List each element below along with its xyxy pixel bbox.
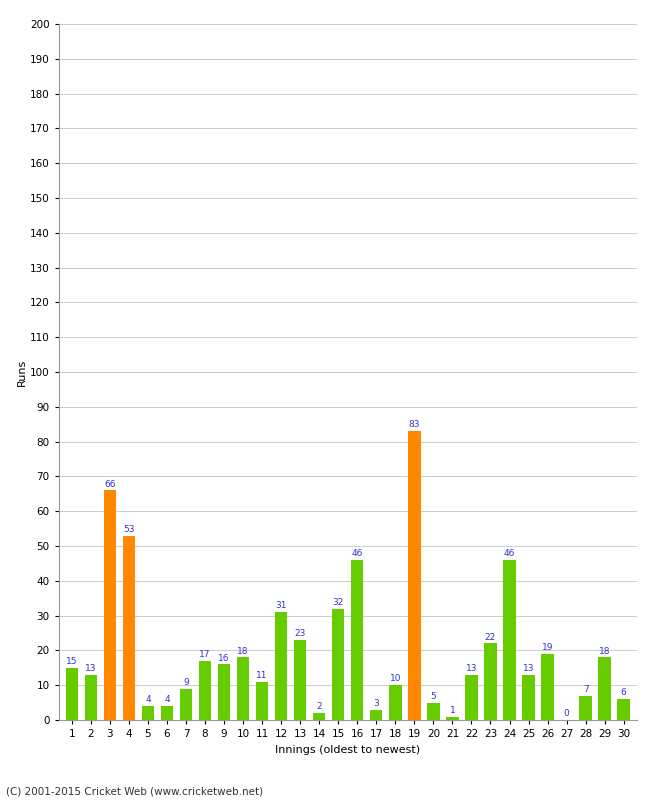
Text: 18: 18 [599, 646, 610, 656]
Text: 2: 2 [317, 702, 322, 711]
Bar [351, 560, 363, 720]
Text: 7: 7 [583, 685, 588, 694]
Bar [389, 685, 402, 720]
Bar [332, 609, 345, 720]
Text: 4: 4 [164, 695, 170, 704]
Bar [104, 490, 116, 720]
Text: (C) 2001-2015 Cricket Web (www.cricketweb.net): (C) 2001-2015 Cricket Web (www.cricketwe… [6, 786, 264, 796]
Bar [599, 658, 611, 720]
Bar [370, 710, 382, 720]
Text: 1: 1 [450, 706, 455, 714]
Bar [66, 668, 78, 720]
Text: 15: 15 [66, 657, 77, 666]
Text: 53: 53 [123, 525, 135, 534]
Text: 13: 13 [465, 664, 477, 673]
Text: 11: 11 [256, 671, 268, 680]
Bar [503, 560, 515, 720]
Text: 66: 66 [104, 479, 116, 489]
Text: 13: 13 [85, 664, 97, 673]
Text: 3: 3 [373, 699, 379, 708]
Text: 5: 5 [430, 692, 436, 701]
Bar [142, 706, 154, 720]
Text: 4: 4 [145, 695, 151, 704]
Bar [447, 717, 459, 720]
Text: 9: 9 [183, 678, 189, 687]
Text: 46: 46 [352, 549, 363, 558]
X-axis label: Innings (oldest to newest): Innings (oldest to newest) [275, 745, 421, 754]
Bar [618, 699, 630, 720]
Bar [84, 674, 97, 720]
Text: 10: 10 [389, 674, 401, 683]
Bar [237, 658, 249, 720]
Bar [123, 535, 135, 720]
Bar [408, 431, 421, 720]
Bar [427, 702, 439, 720]
Text: 16: 16 [218, 654, 230, 662]
Bar [484, 643, 497, 720]
Text: 22: 22 [485, 633, 496, 642]
Bar [294, 640, 306, 720]
Bar [523, 674, 535, 720]
Bar [465, 674, 478, 720]
Bar [313, 713, 326, 720]
Text: 17: 17 [200, 650, 211, 659]
Text: 19: 19 [542, 643, 553, 652]
Bar [275, 612, 287, 720]
Y-axis label: Runs: Runs [17, 358, 27, 386]
Text: 83: 83 [409, 421, 420, 430]
Text: 32: 32 [333, 598, 344, 607]
Text: 0: 0 [564, 710, 569, 718]
Bar [199, 661, 211, 720]
Text: 31: 31 [276, 602, 287, 610]
Text: 13: 13 [523, 664, 534, 673]
Bar [256, 682, 268, 720]
Bar [579, 696, 592, 720]
Text: 6: 6 [621, 688, 627, 698]
Text: 23: 23 [294, 630, 306, 638]
Text: 46: 46 [504, 549, 515, 558]
Bar [161, 706, 173, 720]
Bar [180, 689, 192, 720]
Bar [218, 664, 230, 720]
Text: 18: 18 [237, 646, 249, 656]
Bar [541, 654, 554, 720]
